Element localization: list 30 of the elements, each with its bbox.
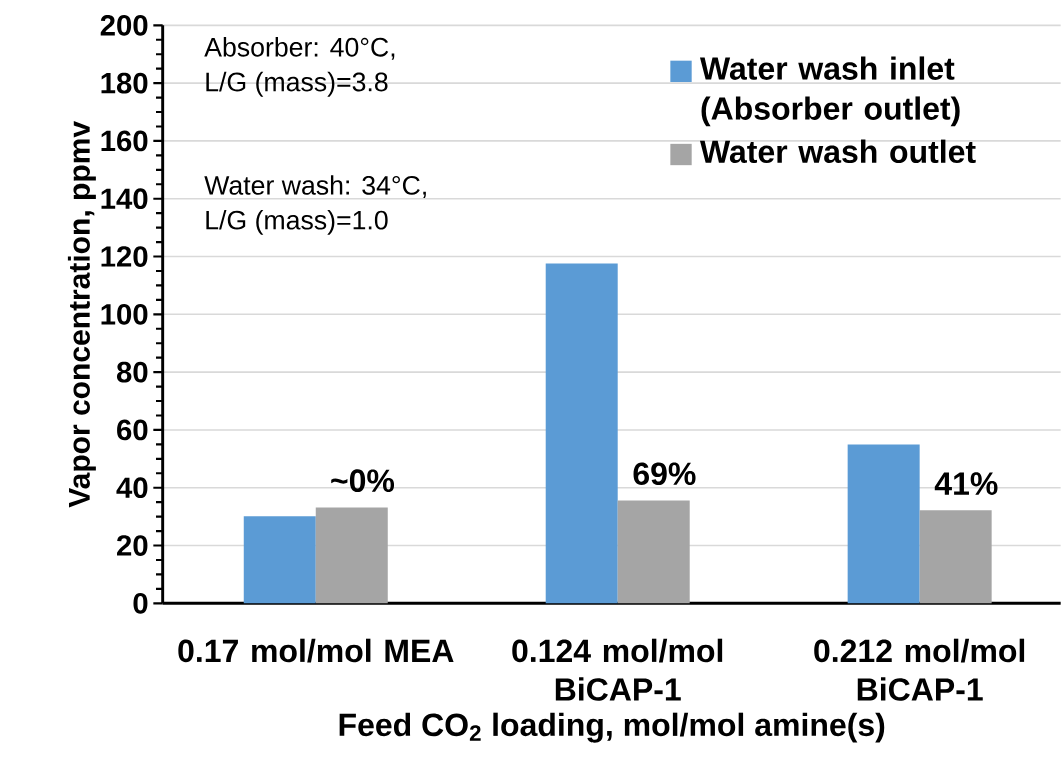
y-tick-label: 0 xyxy=(133,592,148,614)
y-axis-title: Vapor concentration, ppmv xyxy=(67,121,96,508)
y-tick-label: 40 xyxy=(116,477,148,499)
y-tick-label: 100 xyxy=(101,303,148,325)
legend-label: Water wash inlet (Absorber outlet) xyxy=(699,56,960,127)
x-tick-label: 0.212 mol/mol BiCAP-1 xyxy=(814,638,1025,701)
y-tick-label: 140 xyxy=(101,188,148,210)
bar xyxy=(919,510,992,604)
y-tick-label: 80 xyxy=(116,361,148,383)
annotation: Absorber: 40°C, xyxy=(204,37,395,60)
x-axis-title: Feed CO$_{2}$ loading, mol/mol amine(s) xyxy=(339,712,885,743)
bar xyxy=(243,516,316,604)
legend-label: Water wash outlet xyxy=(699,139,976,164)
annotation: L/G (mass)=3.8 xyxy=(206,71,388,97)
bar xyxy=(315,507,388,604)
x-tick-label: 0.17 mol/mol MEA xyxy=(178,638,454,663)
annotation: 41% xyxy=(934,472,998,495)
bar xyxy=(545,263,618,604)
annotation: Water wash: 34°C, xyxy=(204,175,426,198)
y-tick-label: 160 xyxy=(101,130,148,152)
annotation: 69% xyxy=(633,462,696,486)
y-tick-label: 60 xyxy=(117,419,148,441)
annotation: ~0% xyxy=(331,469,395,492)
y-tick-label: 20 xyxy=(117,535,148,556)
y-tick-label: 180 xyxy=(101,72,148,94)
y-tick-label: 120 xyxy=(101,246,148,267)
bar xyxy=(847,444,920,604)
bar xyxy=(617,500,690,604)
y-tick-label: 200 xyxy=(100,14,148,36)
annotation: L/G (mass)=1.0 xyxy=(206,210,388,235)
